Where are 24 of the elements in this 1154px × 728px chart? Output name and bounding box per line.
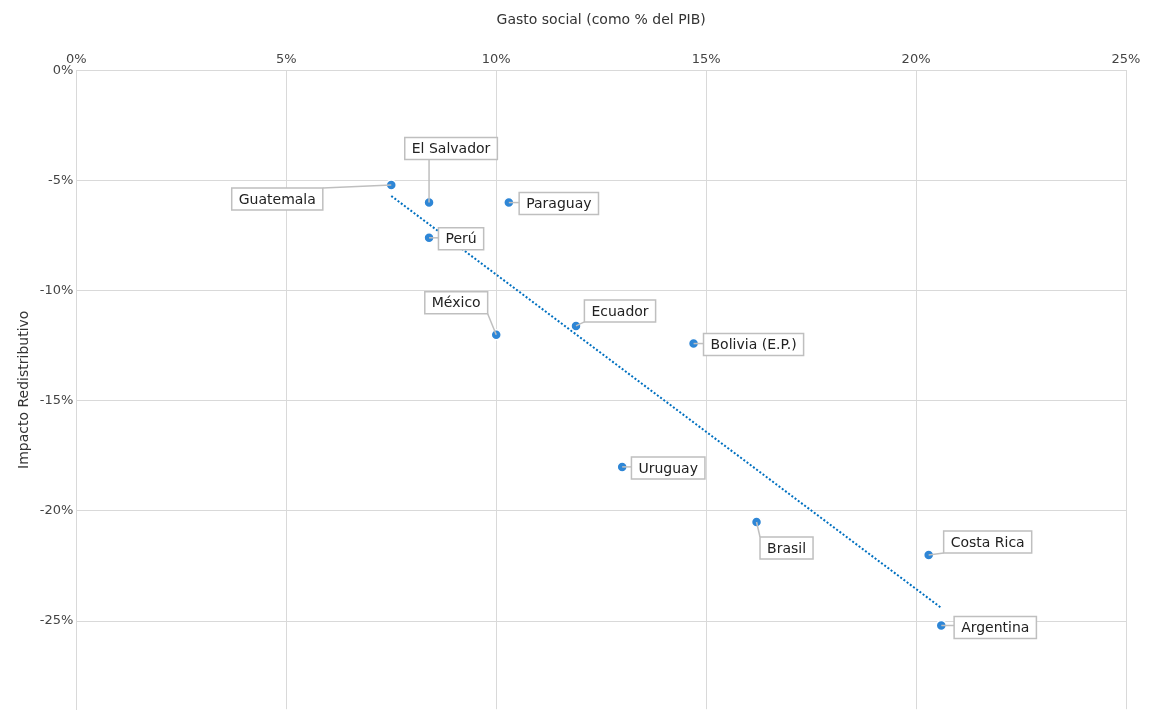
y-tick-label: -20%: [39, 502, 74, 518]
annotation: Argentina: [961, 619, 1030, 636]
y-axis-title: Impacto Redistributivo: [15, 310, 32, 469]
y-tick-label: -25%: [39, 612, 74, 628]
x-tick-label: 0%: [66, 50, 87, 66]
annotation: Costa Rica: [950, 533, 1025, 550]
annotation: México: [431, 294, 481, 311]
annotation: Uruguay: [638, 459, 698, 476]
annotation: El Salvador: [411, 140, 491, 157]
annotation: Ecuador: [591, 302, 649, 319]
annotation: Perú: [445, 230, 477, 247]
y-tick-label: -5%: [48, 171, 74, 187]
x-tick-label: 20%: [901, 50, 931, 66]
annotation: Bolivia (E.P.): [710, 336, 797, 353]
x-tick-label: 15%: [691, 50, 721, 66]
annotation: Guatemala: [238, 190, 316, 207]
x-axis-title: Gasto social (como % del PIB): [496, 11, 706, 28]
x-tick-label: 25%: [1111, 50, 1141, 66]
x-tick-label: 10%: [481, 50, 511, 66]
annotation: Brasil: [767, 539, 807, 556]
y-tick-label: -10%: [39, 282, 74, 298]
annotation: Paraguay: [526, 195, 592, 212]
y-tick-label: -15%: [39, 392, 74, 408]
x-tick-label: 5%: [276, 50, 297, 66]
